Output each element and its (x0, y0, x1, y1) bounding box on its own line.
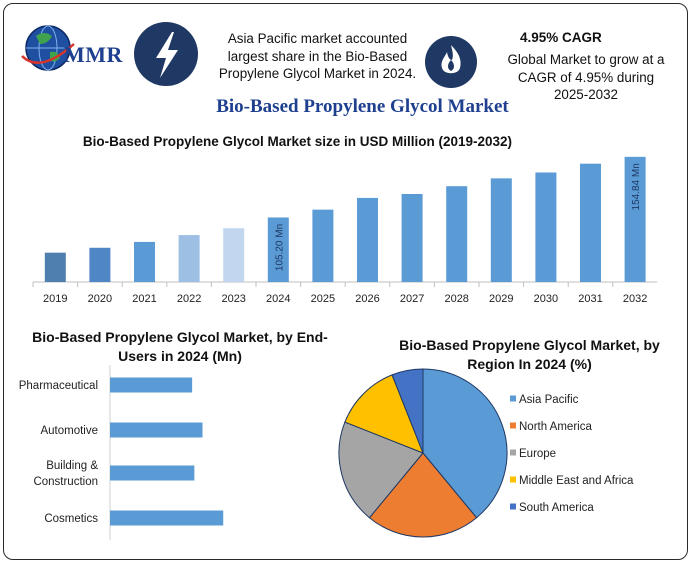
slice-south-america (391, 368, 424, 454)
bar-automotive (110, 422, 203, 438)
bar-2029 (490, 178, 512, 282)
legend-swatch (510, 422, 516, 429)
legend-label: Europe (519, 448, 556, 460)
legend-swatch (510, 503, 516, 510)
x-tick-label: 2032 (623, 293, 647, 305)
globe-logo (21, 25, 75, 71)
x-tick-label: 2031 (578, 293, 602, 305)
slice-asia-pacific (422, 368, 508, 519)
x-tick-label: 2028 (444, 293, 468, 305)
header-graphics (21, 22, 477, 88)
bar-2023 (223, 228, 245, 282)
bar-building-construction (110, 465, 195, 481)
data-label: 154.84 Mn (631, 163, 642, 210)
data-label: 105.20 Mn (274, 224, 285, 271)
bar-cosmetics (110, 510, 224, 526)
legend-label: Middle East and Africa (519, 475, 634, 487)
legend-swatch (510, 395, 516, 402)
region-chart-title: Bio-Based Propylene Glycol Market, by Re… (399, 337, 660, 372)
bar-2021 (134, 241, 155, 282)
legend-label: South America (519, 502, 594, 514)
x-tick-label: 2022 (177, 293, 201, 305)
end-users-bar-chart: Pharmaceutical Automotive Building & Constr… (19, 365, 224, 540)
cagr-title: 4.95% CAGR (520, 30, 602, 45)
category-label: Cosmetics (44, 513, 98, 525)
legend-swatch (510, 476, 516, 483)
x-tick-label: 2027 (400, 293, 424, 305)
flame-icon (425, 36, 477, 88)
lightning-icon (134, 22, 198, 86)
page-title: Bio-Based Propylene Glycol Market (216, 96, 509, 117)
x-tick-label: 2019 (43, 293, 67, 305)
bar-2020 (89, 247, 111, 282)
x-tick-label: 2020 (88, 293, 112, 305)
bar-2025 (312, 209, 334, 282)
x-tick-label: 2023 (221, 293, 245, 305)
market-size-bar-chart: 2019 2020 2021 2022 2023 2024 2025 2026 2027 2028… (32, 156, 658, 305)
category-label: Pharmaceutical (19, 380, 98, 392)
asia-pacific-info: Asia Pacific market accounted largest sh… (218, 31, 417, 81)
legend-label: North America (519, 421, 592, 433)
logo-text: MMR (64, 42, 123, 67)
slice-europe (338, 421, 424, 519)
bar-2024 (267, 217, 289, 282)
bar-2031 (580, 163, 601, 282)
cagr-info: Global Market to grow at a CAGR of 4.95%… (507, 52, 665, 102)
slice-north-america (368, 452, 478, 538)
bar-2026 (357, 197, 378, 282)
bar-chart-title: Bio-Based Propylene Glycol Market size i… (82, 134, 513, 149)
bar-2032 (624, 156, 646, 282)
bar-2022 (178, 235, 200, 282)
legend-label: Asia Pacific (519, 394, 579, 406)
x-tick-label: 2025 (311, 293, 335, 305)
category-label: Building & Construction (33, 460, 98, 488)
x-tick-label: 2030 (534, 293, 558, 305)
bar-2030 (535, 172, 557, 282)
bar-2028 (446, 186, 468, 282)
region-pie-chart: Asia Pacific North America Europe Middle Ea… (338, 368, 634, 538)
bar-pharmaceutical (110, 377, 193, 393)
end-users-chart-title: Bio-Based Propylene Glycol Market, by En… (32, 329, 328, 364)
category-label: Automotive (40, 425, 98, 437)
x-tick-label: 2024 (266, 293, 290, 305)
bar-2027 (401, 194, 423, 282)
legend-swatch (510, 449, 516, 456)
slice-middle-east-and-africa (344, 374, 424, 454)
x-tick-label: 2029 (489, 293, 513, 305)
bar-2019 (44, 252, 66, 282)
x-tick-label: 2021 (132, 293, 156, 305)
x-tick-label: 2026 (355, 293, 379, 305)
